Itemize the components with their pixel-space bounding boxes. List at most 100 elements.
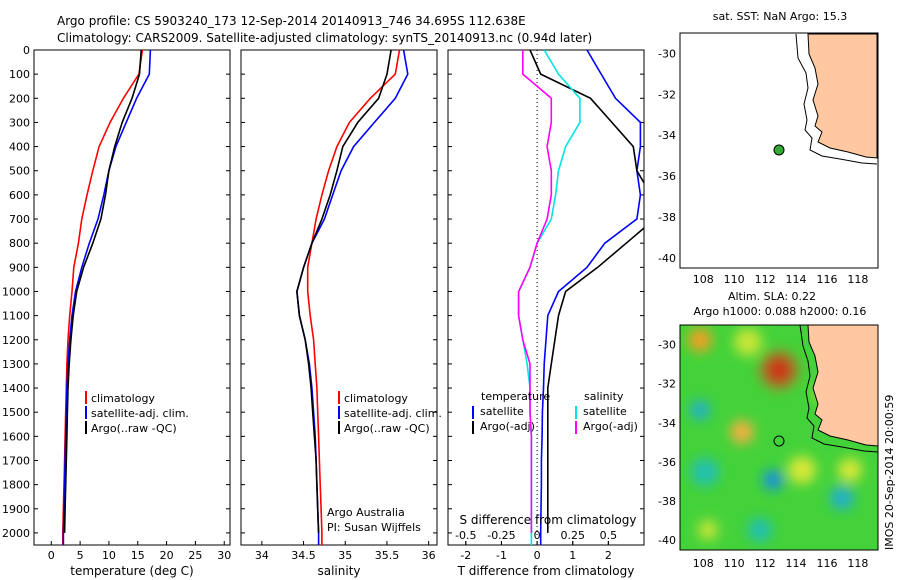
map-bottom-title-2: Argo h1000: 0.088 h2000: 0.16: [694, 305, 867, 318]
x-tick-label: 35.5: [375, 549, 400, 562]
x-tick-label: 0: [534, 549, 541, 562]
depth-tick-label: 1800: [2, 479, 30, 492]
x-tick-label: 0: [48, 549, 55, 562]
legend-header-temperature: temperature: [481, 390, 550, 403]
depth-tick-label: 100: [9, 68, 30, 81]
map-x-tick-label: 112: [755, 273, 776, 286]
x-tick-label: 36: [422, 549, 436, 562]
depth-tick-label: 800: [9, 237, 30, 250]
map-x-tick-label: 116: [816, 273, 837, 286]
depth-tick-label: 1200: [2, 334, 30, 347]
map-top-land: [807, 33, 878, 159]
temperature-series: [61, 50, 152, 545]
series-line-climatology: [306, 50, 401, 545]
difference-legend: temperature salinity satellite Argo(-adj…: [472, 390, 638, 434]
map-y-tick-label: -36: [658, 456, 676, 469]
depth-tick-label: 700: [9, 213, 30, 226]
x-tick-label: 0.5: [600, 529, 618, 542]
map-x-tick-label: 116: [816, 557, 837, 570]
map-x-tick-label: 110: [724, 557, 745, 570]
x-tick-label: 5: [77, 549, 84, 562]
map-y-tick-label: -30: [658, 339, 676, 352]
difference-top-tick-labels: -0.5 -0.25 0 0.25 0.5: [455, 529, 617, 545]
series-line-argo-raw-qc-: [296, 50, 392, 533]
depth-tick-label: 1700: [2, 454, 30, 467]
map-x-tick-label: 110: [724, 273, 745, 286]
x-tick-label: 20: [160, 549, 174, 562]
depth-tick-label: 1500: [2, 406, 30, 419]
map-y-tick-label: -32: [658, 88, 676, 101]
difference-axes: [447, 49, 645, 546]
x-tick-label: 0: [534, 529, 541, 542]
depth-tick-label: 1100: [2, 310, 30, 323]
credit-line-2: PI: Susan Wijffels: [327, 521, 421, 534]
map-y-tick-label: -30: [658, 47, 676, 60]
temperature-legend: climatology satellite-adj. clim. Argo(..…: [85, 391, 189, 435]
series-line-satellite-adj-clim-: [62, 50, 152, 545]
x-tick-label: 1: [569, 549, 576, 562]
x-tick-label: -1: [496, 549, 507, 562]
salinity-axes: [240, 49, 438, 546]
legend-header-salinity: salinity: [584, 390, 624, 403]
depth-tick-label: 1000: [2, 285, 30, 298]
map-bottom-frame: [679, 324, 879, 551]
map-x-tick-label: 118: [847, 273, 868, 286]
title-line-2: Climatology: CARS2009. Satellite-adjuste…: [57, 31, 592, 45]
x-tick-label: -2: [460, 549, 471, 562]
difference-x-label: T difference from climatology: [457, 564, 635, 578]
argo-float-marker-bottom: [773, 435, 785, 447]
map-x-tick-label: 114: [786, 273, 807, 286]
map-x-tick-label: 118: [847, 557, 868, 570]
series-line-salinity-argo-adj-: [517, 50, 553, 533]
legend-label-argo: Argo(..raw -QC): [91, 422, 177, 435]
map-top: -30 -32 -34 -36 -38 -40 108 110 112 114 116 118: [658, 32, 879, 286]
salinity-series: [296, 50, 409, 545]
imos-stamp: IMOS 20-Sep-2014 20:00:59: [883, 395, 896, 550]
x-tick-label: -0.25: [487, 529, 515, 542]
depth-tick-label: 900: [9, 261, 30, 274]
map-bottom: -30 -32 -34 -36 -38 -40 108 110 112 114 116 118: [658, 324, 879, 570]
depth-tick-label: 1900: [2, 503, 30, 516]
map-bottom-title-1: Altim. SLA: 0.22: [728, 290, 816, 303]
depth-tick-label: 300: [9, 116, 30, 129]
legend-label-temp-sat: satellite: [480, 405, 524, 418]
depth-tick-labels: 0 100 200 300 400 500 600 700 800 900 1000 1100 1200…: [2, 44, 644, 540]
map-y-tick-label: -34: [658, 417, 676, 430]
map-bottom-coastline-outer: [799, 325, 878, 453]
x-tick-label: 10: [102, 549, 116, 562]
salinity-legend: climatology satellite-adj. clim. Argo(..…: [338, 391, 442, 435]
legend-label-clim: climatology: [344, 392, 408, 405]
difference-series: [517, 50, 644, 545]
x-tick-label: -0.5: [455, 529, 476, 542]
depth-tick-label: 1300: [2, 358, 30, 371]
legend-label-sal-sat: satellite: [583, 405, 627, 418]
salinity-x-label: salinity: [317, 564, 360, 578]
legend-label-sat: satellite-adj. clim.: [344, 407, 442, 420]
map-y-tick-label: -36: [658, 170, 676, 183]
legend-label-sal-argo: Argo(-adj): [583, 420, 638, 433]
depth-tick-label: 400: [9, 141, 30, 154]
depth-tick-label: 0: [23, 44, 30, 57]
map-x-tick-label: 108: [693, 557, 714, 570]
depth-tick-label: 2000: [2, 527, 30, 540]
map-top-title: sat. SST: NaN Argo: 15.3: [713, 10, 847, 23]
depth-tick-label: 1400: [2, 382, 30, 395]
map-x-tick-label: 114: [786, 557, 807, 570]
salinity-x-tick-labels: 34 34.5 35 35.5 36: [255, 541, 436, 562]
map-y-tick-label: -34: [658, 129, 676, 142]
depth-tick-label: 500: [9, 165, 30, 178]
title-line-1: Argo profile: CS 5903240_173 12-Sep-2014…: [57, 14, 526, 28]
map-y-tick-label: -38: [658, 211, 676, 224]
temperature-x-tick-labels: 0 5 10 15 20 25 30: [48, 541, 231, 562]
temperature-x-label: temperature (deg C): [70, 564, 193, 578]
series-line-temperature-satellite: [539, 50, 642, 545]
difference-top-x-label: S difference from climatology: [460, 513, 637, 527]
map-y-tick-label: -32: [658, 378, 676, 391]
depth-tick-label: 600: [9, 189, 30, 202]
map-y-tick-label: -40: [658, 534, 676, 547]
depth-tick-label: 200: [9, 92, 30, 105]
map-y-tick-label: -40: [658, 252, 676, 265]
legend-label-sat: satellite-adj. clim.: [91, 407, 189, 420]
temperature-axes: [33, 49, 231, 546]
